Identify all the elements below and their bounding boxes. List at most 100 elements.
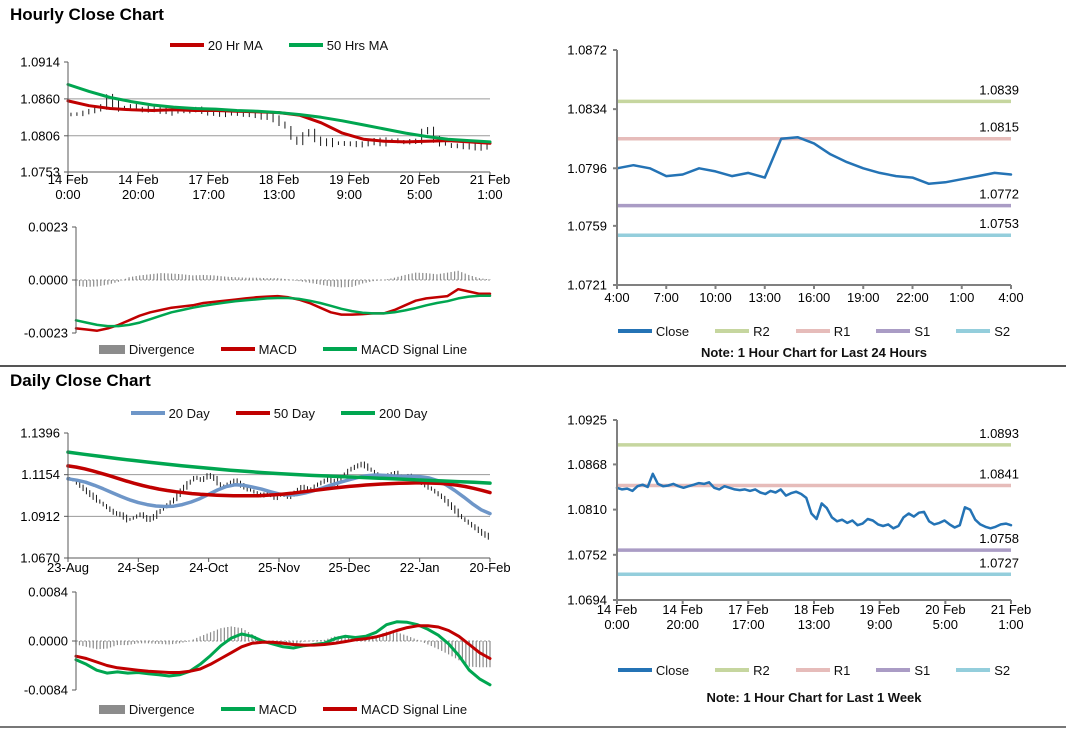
y-tick-label: 1.1396 [20,426,60,441]
x-tick-label: 7:00 [654,290,679,305]
legend-label: S2 [994,662,1011,678]
series-200-day [66,450,492,485]
x-tick-label: 4:00 [998,290,1023,305]
legend-swatch [795,668,830,672]
x-tick-label: 17:00 [192,187,225,202]
series-macd [74,287,492,332]
x-tick-label: 13:00 [798,617,831,632]
legend-swatch [876,668,911,672]
x-tick-label: 5:00 [407,187,432,202]
legend-label: 20 Day [168,405,210,421]
legend-label: 20 Hr MA [207,37,263,53]
level-label-r1: 1.0841 [979,466,1019,481]
legend-swatch [340,411,375,415]
weekly-support-resistance-chart: 1.0893 1.0841 1.0758 1.0727 1.0925 1.0868 1.08… [567,413,1031,633]
legend-label: S2 [994,323,1011,339]
legend-item-close: Close [617,324,689,339]
legend-item-r2: R2 [715,663,770,678]
legend-item-divergence: Divergence [98,702,195,717]
x-tick-label: 13:00 [748,290,781,305]
legend-label: MACD Signal Line [360,341,468,357]
legend-label: MACD Signal Line [360,701,468,717]
y-tick-label: 0.0000 [28,634,68,649]
x-tick-label: 0:00 [604,617,629,632]
daily-section-title: Daily Close Chart [10,371,151,390]
x-tick-label: 1:00 [998,617,1023,632]
x-tick-label: 14 Feb [118,172,158,187]
legend-item-r1: R1 [795,663,850,678]
level-label-s2: 1.0727 [979,555,1019,570]
x-tick-label: 24-Oct [189,560,228,575]
y-tick-label: 1.0810 [567,502,607,517]
legend-label: S1 [914,323,931,339]
x-tick-label: 10:00 [699,290,732,305]
series-macd-signal-line [74,294,492,328]
level-label-s1: 1.0758 [979,531,1019,546]
legend-item-20-hr-ma: 20 Hr MA [169,37,263,53]
legend-label: MACD [258,701,297,717]
x-tick-label: 9:00 [337,187,362,202]
y-tick-label: 1.0914 [20,55,60,70]
legend-swatch [715,668,750,672]
hourly-sr-note: Note: 1 Hour Chart for Last 24 Hours [700,345,928,360]
weekly-sr-note: Note: 1 Hour Chart for Last 1 Week [706,690,922,705]
bottom-divider [0,726,1066,728]
legend-swatch [98,344,125,354]
level-label-r2: 1.0893 [979,426,1019,441]
legend-label: MACD [258,341,297,357]
legend-item-macd-signal-line: MACD Signal Line [322,701,468,717]
legend-item-r1: R1 [795,324,850,339]
series-close [615,135,1013,186]
legend-item-divergence: Divergence [98,341,195,357]
x-tick-label: 22-Jan [400,560,440,575]
y-tick-label: 1.0721 [567,278,607,293]
x-tick-label: 1:00 [949,290,974,305]
y-tick-label: 1.0670 [20,551,60,566]
legend-swatch [220,707,255,711]
legend-label: S1 [914,662,931,678]
legend-item-r2: R2 [715,324,770,339]
x-tick-label: 20 Feb [925,602,965,617]
legend-swatch [715,329,750,333]
x-tick-label: 4:00 [604,290,629,305]
series-50-day [66,464,492,498]
y-tick-label: 1.1154 [21,467,60,482]
legend-swatch [876,329,911,333]
y-tick-label: 0.0023 [28,220,68,235]
hourly-section-title: Hourly Close Chart [10,5,164,24]
y-tick-label: 1.0796 [567,161,607,176]
legend-swatch [220,347,255,351]
hourly-support-resistance-chart: 1.0839 1.0815 1.0772 1.0753 1.0872 1.0834 1.07… [567,43,1023,306]
legend-label: R2 [753,662,770,678]
y-tick-label: 0.0000 [28,273,68,288]
series-50-hrs-ma [66,83,492,144]
x-tick-label: 23-Aug [47,560,89,575]
x-tick-label: 21 Feb [991,602,1031,617]
x-tick-label: 5:00 [933,617,958,632]
legend-swatch [98,704,125,714]
series-macd-signal-line [74,624,492,674]
y-tick-label: 1.0759 [567,218,607,233]
y-tick-label: 1.0806 [20,128,60,143]
y-tick-label: 1.0752 [567,547,607,562]
level-label-s1: 1.0772 [979,187,1019,202]
legend-swatch [130,411,165,415]
legend-swatch [617,329,652,333]
x-tick-label: 19 Feb [859,602,899,617]
daily-macd-legend: Divergence MACD MACD Signal Line [76,701,490,717]
x-tick-label: 25-Dec [328,560,370,575]
x-tick-label: 20 Feb [399,172,439,187]
legend-swatch [235,411,270,415]
x-tick-label: 19:00 [847,290,880,305]
section-divider [0,365,1066,367]
legend-item-macd-signal-line: MACD Signal Line [322,341,468,357]
x-tick-label: 24-Sep [117,560,159,575]
legend-swatch [288,43,323,47]
y-tick-label: 1.0925 [567,413,607,428]
legend-swatch [322,707,357,711]
legend-swatch [956,668,991,672]
x-tick-label: 18 Feb [794,602,834,617]
legend-label: Divergence [128,341,195,357]
